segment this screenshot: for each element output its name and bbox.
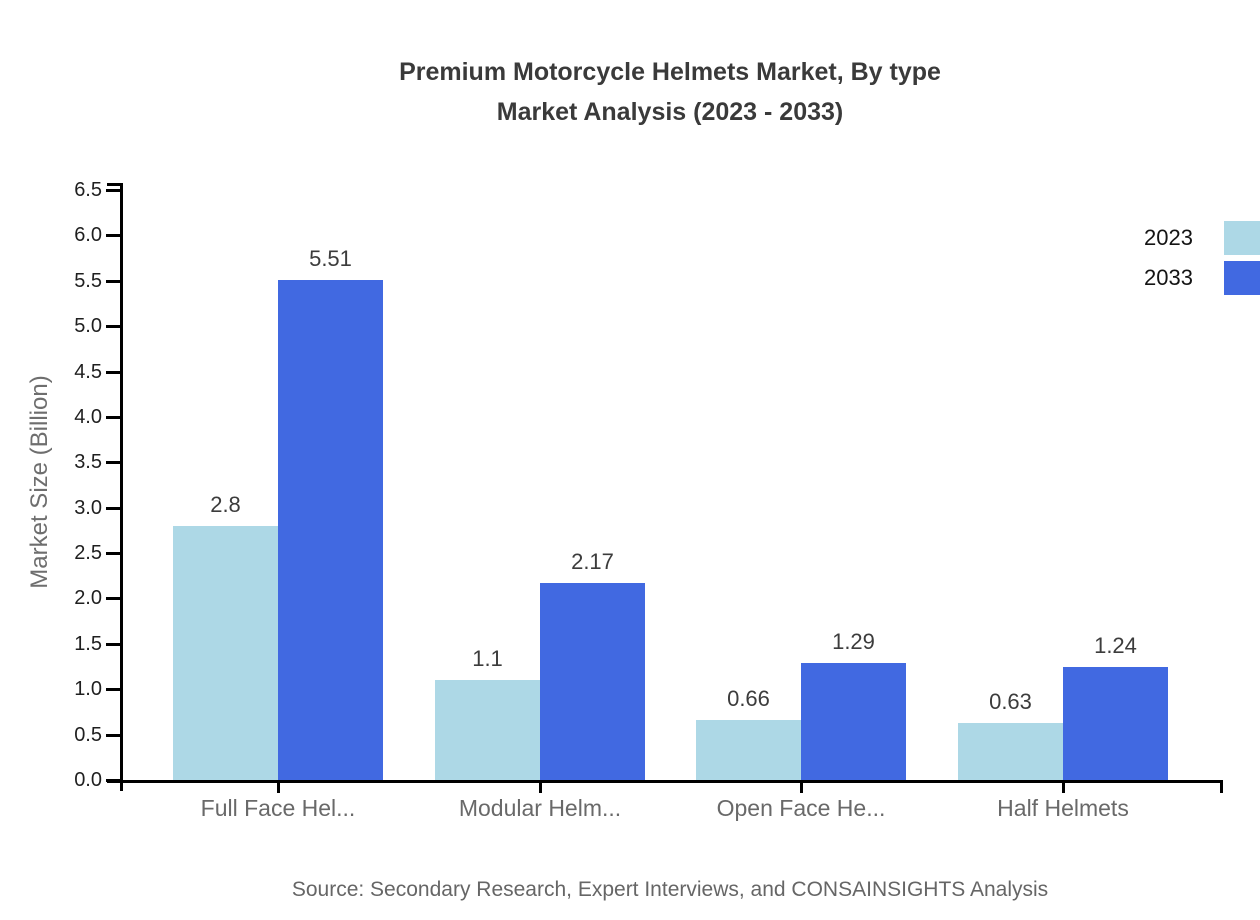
legend-swatch-2023 — [1224, 221, 1260, 255]
y-tick — [106, 189, 120, 192]
y-tick-label: 5.0 — [74, 315, 102, 338]
y-tick-label: 3.5 — [74, 451, 102, 474]
y-tick — [106, 370, 120, 374]
y-tick — [106, 597, 120, 601]
y-tick-label: 2.0 — [74, 587, 102, 610]
category-label: Open Face He... — [716, 795, 886, 821]
category-label: Full Face Hel... — [200, 795, 356, 821]
y-tick-label: 0.0 — [74, 769, 102, 791]
value-label: 0.66 — [727, 686, 770, 712]
bar-2033 — [278, 279, 383, 780]
bar-2023 — [435, 680, 540, 780]
y-tick-label: 5.5 — [74, 269, 102, 292]
y-tick — [106, 461, 120, 465]
y-tick — [106, 506, 120, 510]
chart-title-line2: Market Analysis (2023 - 2033) — [496, 98, 844, 126]
legend-label-2023: 2023 — [1144, 225, 1193, 250]
y-tick-label: 0.5 — [74, 723, 102, 746]
x-tick — [1062, 780, 1065, 793]
y-axis-title: Market Size (Billion) — [26, 375, 53, 589]
x-axis-line — [107, 780, 1223, 783]
y-tick-label: 6.0 — [74, 224, 102, 247]
y-tick — [106, 279, 120, 283]
chart-title-line1: Premium Motorcycle Helmets Market, By ty… — [399, 58, 941, 86]
x-tick — [800, 780, 803, 793]
bar-2023 — [696, 720, 801, 780]
x-tick — [539, 780, 542, 793]
y-tick — [106, 234, 120, 238]
source-note: Source: Secondary Research, Expert Inter… — [291, 878, 1049, 901]
value-label: 1.29 — [832, 628, 875, 654]
y-tick — [106, 688, 120, 692]
value-label: 1.24 — [1094, 633, 1137, 659]
chart-title: Premium Motorcycle Helmets Market, By ty… — [120, 52, 1220, 132]
y-tick-label: 2.5 — [74, 542, 102, 565]
y-tick-label: 1.5 — [74, 632, 102, 655]
value-label: 5.51 — [309, 245, 352, 271]
x-axis-right-cap — [1220, 780, 1223, 793]
bar-2033 — [540, 583, 645, 780]
legend-swatch-2033 — [1224, 261, 1260, 295]
y-tick — [106, 733, 120, 737]
bar-2023 — [958, 722, 1063, 780]
category-label: Modular Helm... — [458, 795, 622, 821]
y-tick — [106, 415, 120, 419]
y-tick — [106, 642, 120, 646]
category-label: Half Helmets — [997, 795, 1129, 821]
y-tick-label: 4.5 — [74, 360, 102, 383]
y-tick-label: 3.0 — [74, 496, 102, 519]
legend-label-2033: 2033 — [1144, 265, 1193, 290]
value-label: 1.1 — [472, 646, 503, 672]
value-label: 0.63 — [989, 688, 1032, 714]
y-tick — [106, 779, 120, 782]
value-label: 2.8 — [210, 491, 241, 517]
y-tick — [106, 325, 120, 329]
bar-2033 — [1063, 667, 1168, 780]
y-axis-line — [120, 183, 123, 791]
y-tick-label: 1.0 — [74, 678, 102, 701]
bar-2033 — [801, 662, 906, 780]
y-axis-top-cap — [107, 183, 123, 186]
x-tick — [277, 780, 280, 793]
y-tick-label: 6.5 — [74, 179, 102, 201]
y-tick — [106, 552, 120, 556]
y-tick-label: 4.0 — [74, 405, 102, 428]
bar-2023 — [173, 525, 278, 780]
value-label: 2.17 — [571, 549, 614, 575]
